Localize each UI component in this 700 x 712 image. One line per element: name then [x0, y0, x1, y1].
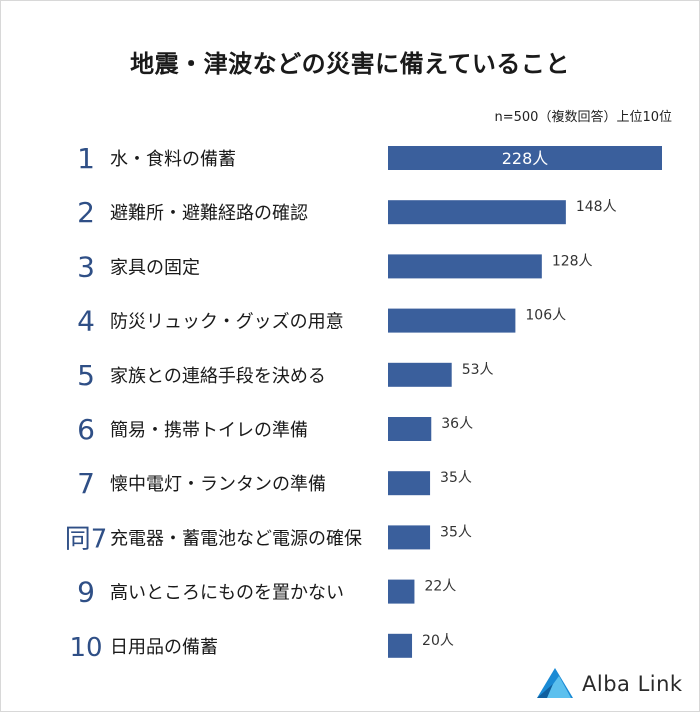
value-label: 20人 [422, 633, 454, 649]
bar [388, 308, 516, 333]
bar [388, 417, 432, 441]
alba-link-logo-icon [537, 668, 573, 698]
category-label: 家具の固定 [110, 257, 200, 278]
value-label: 35人 [440, 470, 472, 486]
rank-label: 6 [77, 413, 95, 446]
bar [388, 471, 431, 496]
rank-label: 4 [77, 305, 95, 338]
value-label: 36人 [441, 416, 473, 432]
bar [388, 579, 415, 604]
value-label: 148人 [576, 199, 617, 215]
rank-label: 2 [77, 196, 95, 229]
rank-label: 同7 [65, 524, 108, 554]
bar [388, 633, 413, 658]
value-label: 35人 [440, 524, 472, 540]
category-label: 懐中電灯・ランタンの準備 [110, 474, 326, 495]
value-label: 228人 [502, 149, 549, 168]
bar [388, 254, 542, 279]
bar [388, 362, 452, 387]
value-label: 22人 [424, 579, 456, 595]
category-label: 水・食料の備蓄 [110, 149, 236, 170]
rank-label: 10 [69, 633, 102, 663]
bar [388, 200, 566, 225]
brand-name: Alba Link [582, 672, 683, 696]
category-label: 防災リュック・グッズの用意 [110, 312, 344, 333]
category-label: 高いところにものを置かない [110, 583, 344, 604]
category-label: 充電器・蓄電池など電源の確保 [110, 528, 362, 549]
category-label: 避難所・避難経路の確認 [110, 203, 308, 224]
category-label: 簡易・携帯トイレの準備 [110, 420, 308, 441]
chart-title: 地震・津波などの災害に備えていること [130, 50, 570, 78]
value-label: 53人 [462, 362, 494, 378]
rank-label: 9 [77, 576, 95, 609]
value-label: 128人 [552, 253, 593, 269]
bar [388, 146, 662, 170]
rank-label: 5 [77, 359, 95, 392]
category-label: 日用品の備蓄 [110, 637, 218, 658]
bar [388, 525, 431, 550]
rank-label: 3 [77, 250, 95, 283]
rank-label: 1 [77, 142, 95, 175]
rank-label: 7 [77, 467, 95, 500]
category-label: 家族との連絡手段を決める [110, 366, 326, 387]
sample-note: n=500（複数回答）上位10位 [494, 110, 673, 125]
value-label: 106人 [525, 308, 566, 324]
